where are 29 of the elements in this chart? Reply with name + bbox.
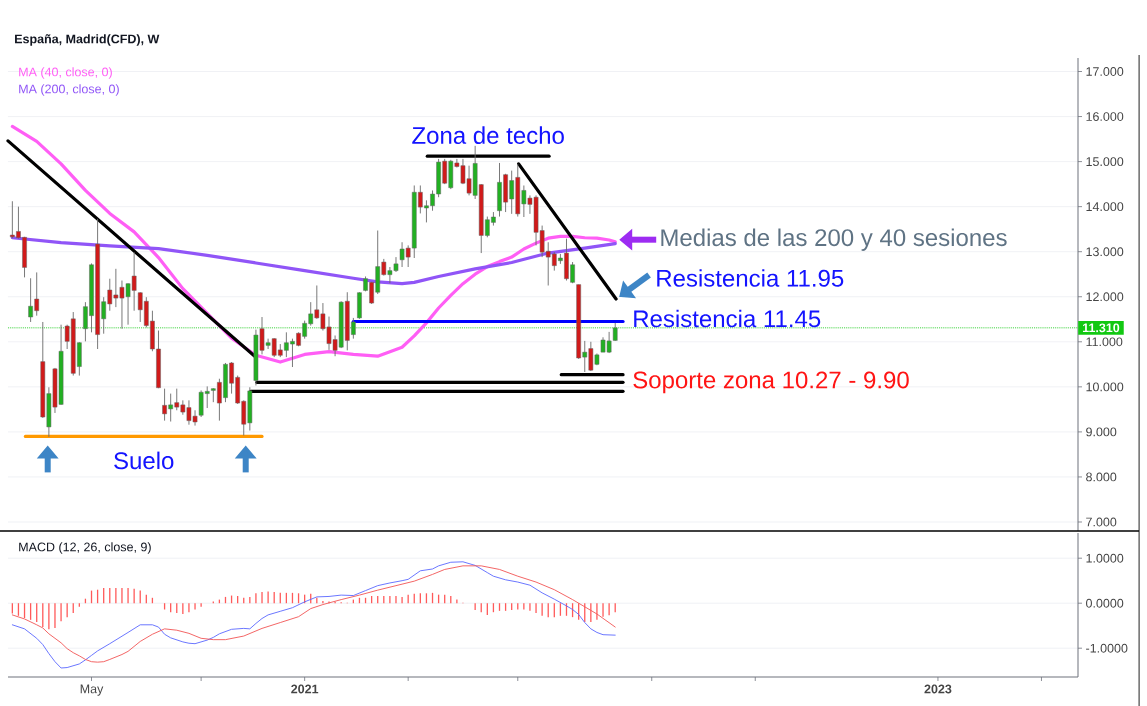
- x-tick-label: 2021: [291, 684, 319, 694]
- annotation: Suelo: [114, 451, 174, 470]
- y-tick-label: 16.000: [1086, 112, 1124, 121]
- y-tick-label: 7.000: [1086, 517, 1117, 527]
- line-series: [10, 236, 617, 286]
- y-tick-label: 10.000: [1086, 382, 1124, 392]
- annotation: Zona de techo: [412, 126, 564, 144]
- y-tick-label: 17.000: [1086, 67, 1124, 76]
- y-tick-label: -1.0000: [1086, 643, 1128, 653]
- x-tick-label: 2023: [924, 684, 952, 694]
- x-tick-label: May: [80, 684, 104, 696]
- text: MACD (12, 26, close, 9): [19, 542, 151, 554]
- annotation: Resistencia 11.45: [634, 309, 821, 328]
- annotation: Resistencia 11.95: [657, 269, 844, 287]
- y-tick-label: 0.0000: [1086, 598, 1124, 608]
- text: MA (40, close, 0): [19, 67, 112, 79]
- text: MA (200, close, 0): [19, 84, 119, 96]
- y-tick-label: 14.000: [1086, 202, 1124, 212]
- y-tick-label: 8.000: [1086, 472, 1117, 482]
- y-tick-label: 1.0000: [1086, 553, 1124, 563]
- chart-title: España, Madrid(CFD), W: [15, 34, 160, 46]
- y-tick-label: 9.000: [1086, 427, 1117, 437]
- y-tick-label: 15.000: [1086, 157, 1124, 167]
- annotation: Soporte zona 10.27 - 9.90: [633, 371, 909, 394]
- annotation: Medias de las 200 y 40 sesiones: [661, 228, 1007, 251]
- ref-line-label: 11.310: [1082, 323, 1120, 333]
- y-tick-label: 11.000: [1086, 337, 1123, 347]
- y-tick-label: 12.000: [1086, 292, 1124, 302]
- y-tick-label: 13.000: [1086, 247, 1124, 257]
